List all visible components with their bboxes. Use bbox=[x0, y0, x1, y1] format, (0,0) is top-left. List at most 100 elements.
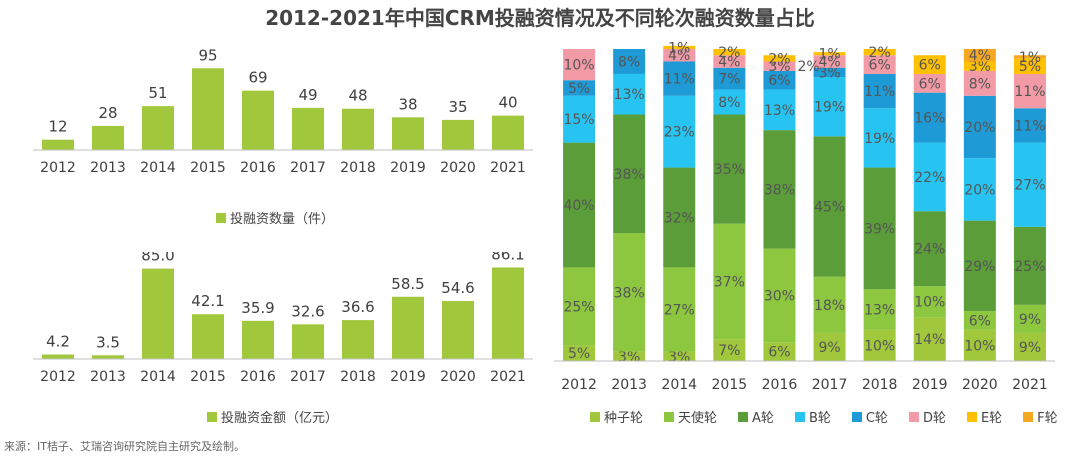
segment-label: 25% bbox=[563, 299, 594, 315]
segment-seed bbox=[563, 345, 596, 361]
segment-roundA bbox=[713, 114, 746, 224]
count-x-tick: 2012 bbox=[40, 160, 76, 176]
count-data-label: 35 bbox=[448, 98, 467, 116]
segment-roundC bbox=[1013, 108, 1046, 143]
rounds-x-tick: 2018 bbox=[862, 377, 898, 393]
segment-roundE bbox=[913, 55, 946, 74]
segment-roundE bbox=[863, 49, 896, 56]
segment-angel bbox=[813, 276, 846, 333]
segment-label: 2% bbox=[768, 51, 790, 67]
segment-label: 29% bbox=[964, 259, 995, 275]
segment-label: 4% bbox=[668, 48, 690, 64]
amount-bar bbox=[342, 320, 374, 359]
segment-label: 1% bbox=[818, 47, 840, 63]
segment-label: 11% bbox=[1014, 118, 1045, 134]
legend-label: 天使轮 bbox=[678, 411, 718, 426]
amount-bar bbox=[192, 314, 224, 359]
count-legend-swatch bbox=[216, 212, 226, 223]
amount-x-tick: 2012 bbox=[40, 369, 76, 385]
segment-roundD bbox=[1013, 73, 1046, 109]
segment-roundD bbox=[863, 55, 896, 74]
segment-label: 24% bbox=[914, 242, 945, 258]
segment-label: 23% bbox=[664, 125, 695, 141]
legend-label: F轮 bbox=[1037, 411, 1058, 426]
count-data-label: 51 bbox=[148, 84, 167, 102]
count-x-tick: 2019 bbox=[390, 160, 426, 176]
count-x-tick: 2016 bbox=[240, 160, 276, 176]
rounds-share-chart: 5%25%40%15%5%10%20123%38%38%13%8%20133%2… bbox=[554, 40, 1055, 393]
legend-label: B轮 bbox=[808, 411, 831, 426]
amount-data-label: 54.6 bbox=[441, 279, 474, 297]
count-bar bbox=[92, 125, 124, 150]
segment-angel bbox=[713, 223, 746, 340]
segment-roundC bbox=[963, 95, 996, 159]
amount-data-label: 36.6 bbox=[341, 298, 374, 316]
segment-roundE bbox=[813, 52, 846, 56]
segment-seed bbox=[963, 329, 996, 361]
segment-angel bbox=[863, 289, 896, 330]
segment-label: 20% bbox=[964, 120, 995, 136]
legend-item-roundC: C轮 bbox=[851, 407, 888, 426]
count-x-tick: 2014 bbox=[140, 160, 176, 176]
segment-label: 8% bbox=[618, 54, 640, 70]
segment-label: 27% bbox=[1014, 178, 1045, 194]
rounds-x-tick: 2020 bbox=[962, 377, 998, 393]
segment-angel bbox=[963, 311, 996, 330]
count-legend-label: 投融资数量（件） bbox=[230, 212, 335, 227]
segment-seed bbox=[663, 351, 696, 361]
amount-data-label: 35.9 bbox=[241, 299, 274, 317]
segment-angel bbox=[613, 233, 646, 352]
segment-label: 8% bbox=[969, 76, 991, 92]
amount-data-label: 42.1 bbox=[191, 292, 224, 310]
segment-label: 13% bbox=[864, 303, 895, 319]
amount-x-tick: 2017 bbox=[290, 369, 326, 385]
legend-label: C轮 bbox=[865, 411, 888, 426]
segment-roundA bbox=[863, 167, 896, 290]
segment-roundA bbox=[763, 130, 796, 249]
segment-roundC bbox=[863, 73, 896, 109]
segment-label: 39% bbox=[864, 221, 895, 237]
investment-amount-chart: 4.2 2012 3.5 2013 85.0 2014 42.1 2015 35.9 2016 32… bbox=[33, 252, 533, 385]
count-bar bbox=[492, 115, 524, 150]
count-data-label: 38 bbox=[398, 95, 417, 113]
segment-label: 9% bbox=[1019, 312, 1041, 328]
count-x-tick: 2018 bbox=[340, 160, 376, 176]
count-data-label: 12 bbox=[48, 118, 67, 136]
legend-swatch bbox=[966, 411, 977, 422]
legend-swatch bbox=[664, 411, 675, 422]
segment-seed bbox=[763, 342, 796, 361]
amount-bar bbox=[42, 354, 74, 359]
segment-label: 2% bbox=[869, 45, 891, 61]
count-bar bbox=[242, 90, 274, 150]
segment-label: 13% bbox=[614, 87, 645, 103]
segment-label: 45% bbox=[814, 200, 845, 216]
legend-item-seed: 种子轮 bbox=[590, 407, 643, 426]
amount-legend: 投融资金额（亿元） bbox=[207, 407, 338, 426]
segment-label: 6% bbox=[869, 58, 891, 74]
annotation-label: 2% bbox=[797, 59, 819, 75]
segment-roundF bbox=[1013, 55, 1046, 59]
amount-bar bbox=[442, 300, 474, 359]
segment-label: 14% bbox=[914, 332, 945, 348]
segment-roundB bbox=[563, 95, 596, 143]
segment-roundF bbox=[963, 49, 996, 62]
count-bar bbox=[442, 119, 474, 150]
count-data-label: 95 bbox=[198, 46, 217, 64]
segment-label: 6% bbox=[919, 76, 941, 92]
amount-bar bbox=[92, 355, 124, 359]
segment-label: 7% bbox=[718, 72, 740, 88]
segment-label: 38% bbox=[614, 167, 645, 183]
segment-roundE bbox=[963, 61, 996, 71]
segment-label: 6% bbox=[919, 58, 941, 74]
segment-label: 5% bbox=[568, 346, 590, 362]
amount-data-label: 3.5 bbox=[96, 333, 120, 351]
segment-label: 10% bbox=[864, 338, 895, 354]
count-data-label: 40 bbox=[498, 94, 517, 112]
legend-item-angel: 天使轮 bbox=[664, 407, 717, 426]
segment-roundD bbox=[663, 49, 696, 62]
count-data-label: 28 bbox=[98, 104, 117, 122]
segment-roundC bbox=[813, 67, 846, 78]
legend-swatch bbox=[1023, 411, 1034, 422]
segment-roundB bbox=[863, 108, 896, 168]
legend-item-roundA: A轮 bbox=[738, 407, 774, 426]
